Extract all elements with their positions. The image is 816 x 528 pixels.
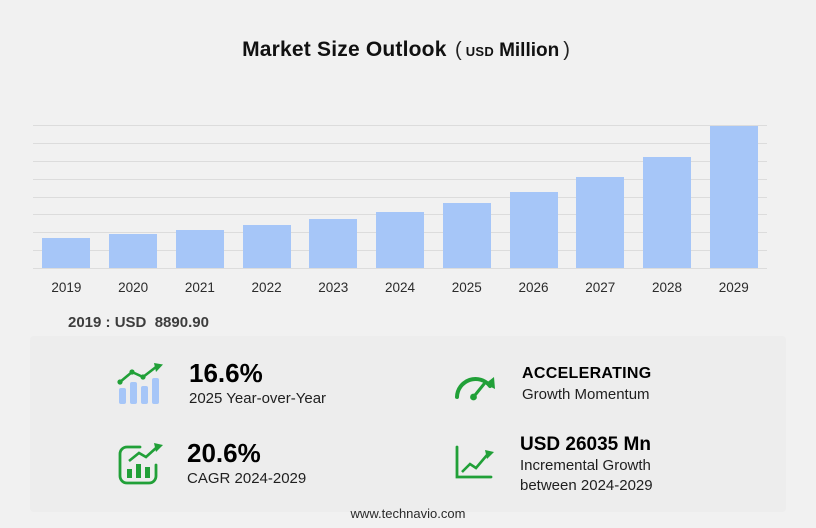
gridline: [33, 268, 767, 269]
footer-url: www.technavio.com: [350, 506, 466, 521]
title-text: Market Size Outlook: [242, 38, 447, 61]
stat-cagr-value: 20.6%: [187, 438, 261, 469]
gridline: [33, 160, 767, 162]
stat-momentum-text: ACCELERATING Growth Momentum: [522, 364, 652, 404]
bar-2020: [109, 234, 158, 268]
bar-2028: [642, 156, 691, 268]
x-tick-label: 2027: [585, 280, 616, 295]
bar-2019: [42, 238, 91, 268]
stat-yoy-label: 2025 Year-over-Year: [189, 390, 327, 408]
stat-yoy-text: 16.6% 2025 Year-over-Year: [189, 358, 327, 408]
base-year-note: 2019 : USD 8890.90: [68, 314, 209, 331]
title-paren-open: (: [455, 39, 462, 61]
title-paren-close: ): [563, 39, 570, 61]
stat-incremental: USD 26035 Mn Incremental Growth between …: [450, 424, 776, 504]
stat-yoy-value: 16.6%: [189, 358, 263, 389]
stat-cagr-text: 20.6% CAGR 2024-2029: [187, 438, 307, 488]
title-unit-currency: USD: [465, 44, 495, 59]
gridline: [33, 142, 767, 144]
stat-cagr: 20.6% CAGR 2024-2029: [115, 424, 450, 504]
bar-group-2028: 2028: [634, 125, 701, 295]
stat-momentum: ACCELERATING Growth Momentum: [450, 344, 776, 424]
bar-chart: 2019 2020 2021 2022 2023 2024 2025 2026 2027 2028…: [33, 125, 767, 295]
bar-group-2027: 2027: [567, 125, 634, 295]
page-title: Market Size Outlook (USD Million): [0, 38, 816, 62]
x-tick-label: 2019: [51, 280, 82, 295]
x-tick-label: 2020: [118, 280, 149, 295]
stat-yoy: 16.6% 2025 Year-over-Year: [115, 344, 450, 424]
line-growth-icon: [450, 443, 496, 485]
x-tick-label: 2028: [651, 280, 682, 295]
bar-2022: [242, 224, 291, 268]
bar-2029: [709, 125, 758, 268]
stat-cagr-label: CAGR 2024-2029: [187, 470, 307, 488]
gridline: [33, 125, 767, 126]
stats-panel: 16.6% 2025 Year-over-Year ACCELERATING: [30, 336, 786, 512]
x-tick-label: 2023: [318, 280, 349, 295]
stat-incremental-value: USD 26035 Mn: [520, 433, 651, 455]
bar-group-2022: 2022: [233, 125, 300, 295]
bar-2027: [576, 176, 625, 268]
bar-group-2023: 2023: [300, 125, 367, 295]
stat-incremental-label: Incremental Growth: [520, 457, 651, 475]
gridline: [33, 196, 767, 198]
bar-2026: [509, 192, 558, 268]
bar-group-2019: 2019: [33, 125, 100, 295]
stat-momentum-label: Growth Momentum: [522, 385, 650, 403]
bar-2024: [376, 212, 425, 268]
bar-group-2020: 2020: [100, 125, 167, 295]
bar-group-2024: 2024: [367, 125, 434, 295]
x-tick-label: 2026: [518, 280, 549, 295]
bar-group-2021: 2021: [166, 125, 233, 295]
stats-grid: 16.6% 2025 Year-over-Year ACCELERATING: [30, 336, 786, 512]
bar-group-2029: 2029: [700, 125, 767, 295]
title-unit-label: Million: [499, 40, 560, 61]
bar-group-2026: 2026: [500, 125, 567, 295]
speedometer-icon: [450, 365, 498, 403]
stat-incremental-text: USD 26035 Mn Incremental Growth between …: [520, 433, 653, 496]
x-tick-label: 2024: [385, 280, 416, 295]
bar-2021: [175, 229, 224, 268]
x-tick-label: 2021: [184, 280, 215, 295]
x-tick-label: 2029: [718, 280, 749, 295]
bar-2025: [442, 202, 491, 268]
x-tick-label: 2025: [451, 280, 482, 295]
bar-groups: 2019 2020 2021 2022 2023 2024 2025 2026 2027 2028…: [33, 125, 767, 295]
bar-growth-icon: [115, 361, 165, 407]
cagr-chart-icon: [115, 441, 163, 487]
bar-group-2025: 2025: [433, 125, 500, 295]
x-tick-label: 2022: [251, 280, 282, 295]
stat-incremental-label2: between 2024-2029: [520, 476, 653, 494]
gridline: [33, 178, 767, 180]
stat-momentum-value: ACCELERATING: [522, 364, 652, 382]
bar-2023: [309, 218, 358, 268]
